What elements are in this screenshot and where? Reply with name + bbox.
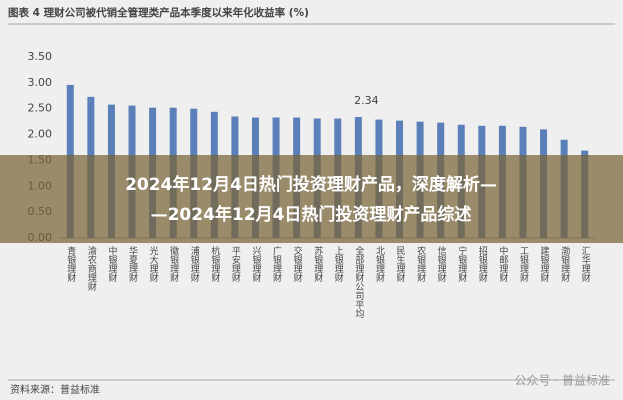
- x-tick-label: 渤银理财: [559, 245, 570, 283]
- x-tick-label: 上银理财: [333, 246, 344, 283]
- chart-title: 图表 4 理财公司被代销全管理类产品本季度以来年化收益率 (%): [8, 6, 309, 19]
- x-tick-label: 农银理财: [415, 245, 426, 283]
- x-tick-label: 兴银理财: [250, 246, 261, 283]
- x-tick-label: 宁银理财: [456, 245, 467, 283]
- x-tick-label: 徽银理财: [168, 245, 179, 283]
- x-tick-label: 渝农商理财: [86, 245, 97, 292]
- x-tick-label: 浦银理财: [189, 245, 200, 283]
- x-tick-label: 民生理财: [395, 246, 406, 283]
- x-tick-label: 广银理财: [271, 245, 282, 283]
- x-tick-label: 工银理财: [518, 246, 529, 283]
- banner-overlay: [0, 155, 623, 243]
- x-tick-label: 中邮理财: [497, 245, 508, 283]
- x-tick-label: 苏银理财: [312, 245, 323, 283]
- x-tick-label: 招银理财: [477, 245, 488, 283]
- x-tick-label: 华夏理财: [127, 245, 138, 283]
- y-tick-label: 2.00: [28, 128, 53, 141]
- x-tick-label: 光大理财: [148, 245, 159, 283]
- x-tick-label: 平安理财: [230, 246, 241, 283]
- y-tick-label: 3.50: [28, 50, 53, 63]
- x-tick-label: 交银理财: [292, 245, 303, 283]
- banner-line: 2024年12月4日热门投资理财产品，深度解析—: [125, 174, 497, 195]
- data-label: 2.34: [354, 94, 379, 107]
- x-tick-label: 杭银理财: [209, 245, 220, 283]
- source: 资料来源：普益标准: [10, 383, 100, 396]
- banner-line: —2024年12月4日热门投资理财产品综述: [151, 204, 472, 225]
- x-tick-label: 中银理财: [106, 245, 117, 283]
- x-tick-label: 建银理财: [539, 245, 550, 283]
- watermark: 公众号 · 普益标准: [515, 374, 610, 388]
- y-tick-label: 2.50: [28, 102, 53, 115]
- x-tick-label: 全部理财公司平均: [353, 245, 364, 319]
- y-tick-label: 3.00: [28, 76, 53, 89]
- x-tick-label: 北银理财: [374, 246, 385, 283]
- x-tick-label: 青银理财: [65, 245, 76, 283]
- x-tick-label: 信银理财: [436, 245, 447, 283]
- x-tick-label: 汇华理财: [580, 246, 591, 283]
